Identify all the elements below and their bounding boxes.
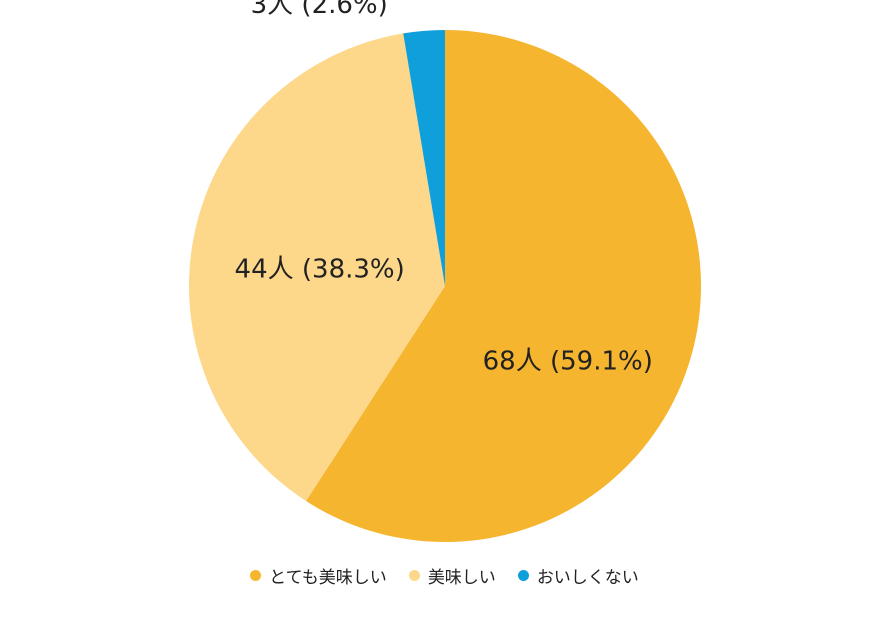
pie-slice <box>306 30 702 542</box>
legend: とても美味しい 美味しい おいしくない <box>0 563 889 588</box>
data-label: 44人 (38.3%) <box>235 254 405 284</box>
legend-item: 美味しい <box>408 563 496 588</box>
legend-label: とても美味しい <box>269 568 387 588</box>
legend-marker <box>517 570 529 581</box>
legend-label: おいしくない <box>536 568 639 588</box>
pie-slice <box>403 30 445 286</box>
chart: 68人 (59.1%) 44人 (38.3%) 3人 (2.6%) <box>189 0 702 542</box>
legend-item: とても美味しい <box>250 563 387 588</box>
legend-marker <box>408 570 420 581</box>
legend-item: おいしくない <box>517 563 639 588</box>
legend-marker <box>250 570 262 581</box>
data-label: 3人 (2.6%) <box>251 0 388 20</box>
data-label: 68人 (59.1%) <box>483 347 653 377</box>
legend-label: 美味しい <box>427 568 496 588</box>
pie-slice <box>189 33 445 502</box>
